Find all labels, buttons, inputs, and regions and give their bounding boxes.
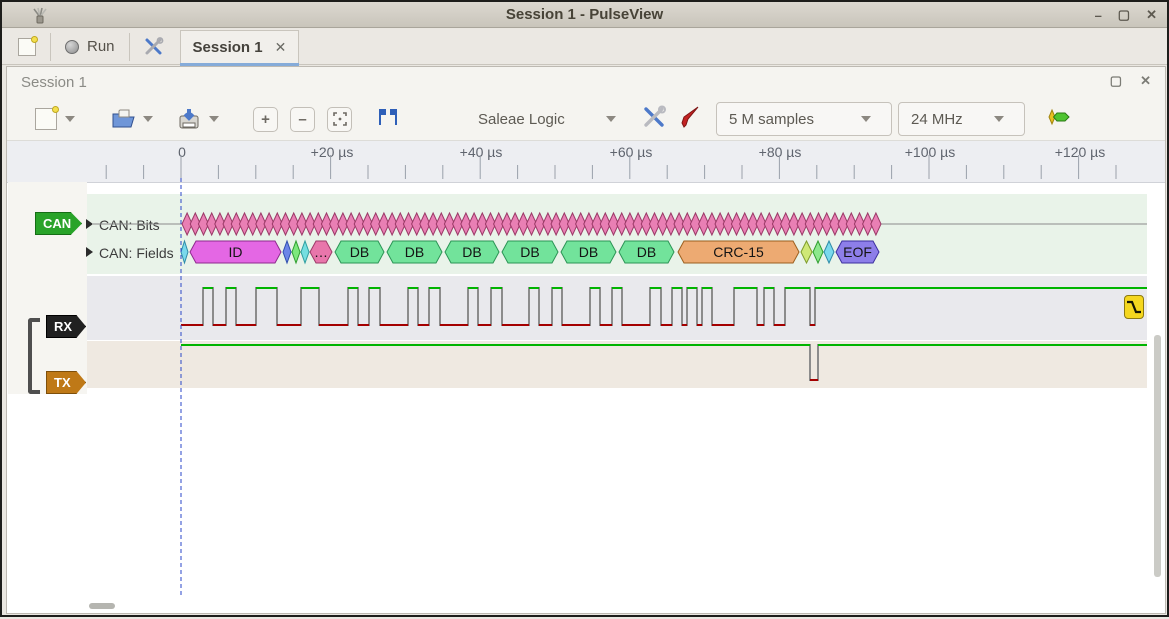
wrench-screwdriver-icon bbox=[145, 36, 163, 54]
save-icon bbox=[179, 109, 199, 129]
dock-close-icon[interactable]: ✕ bbox=[1140, 73, 1151, 88]
chevron-down-icon bbox=[606, 116, 616, 122]
sample-count-combo[interactable]: 5 M samples bbox=[716, 102, 892, 136]
ruler-tick-label: 0 bbox=[178, 144, 186, 160]
bits-row-label: CAN: Bits bbox=[99, 217, 160, 233]
can-tag-label: CAN bbox=[43, 216, 72, 231]
ruler-tick-label: +100 µs bbox=[904, 144, 956, 160]
main-toolbar: Run Session 1 ✕ bbox=[2, 29, 1167, 67]
tab-label: Session 1 bbox=[192, 38, 263, 56]
time-ruler[interactable]: 0 +20 µs +40 µs +60 µs +80 µs +100 µs +120 µs bbox=[7, 140, 1165, 183]
sample-rate-value: 24 MHz bbox=[911, 110, 963, 128]
active-tab-indicator bbox=[179, 63, 300, 67]
decoder-row-background bbox=[87, 194, 1147, 274]
rx-tag-label: RX bbox=[54, 319, 73, 334]
close-icon[interactable]: ✕ bbox=[1146, 7, 1157, 22]
ruler-tick-label: +120 µs bbox=[1054, 144, 1106, 160]
run-state-icon bbox=[65, 39, 79, 54]
settings-button[interactable] bbox=[132, 30, 176, 64]
device-select[interactable]: Saleae Logic bbox=[466, 102, 636, 136]
rx-channel-tag[interactable]: RX bbox=[46, 315, 86, 338]
new-view-icon bbox=[35, 106, 59, 130]
horizontal-scrollbar[interactable] bbox=[89, 603, 115, 609]
decoder-icon bbox=[1048, 108, 1070, 125]
device-name: Saleae Logic bbox=[478, 110, 565, 128]
new-session-button[interactable] bbox=[6, 30, 48, 64]
dock-title: Session 1 bbox=[21, 74, 87, 91]
can-decoder-tag[interactable]: CAN bbox=[35, 212, 82, 235]
tx-row-background bbox=[87, 341, 1147, 388]
chevron-down-icon[interactable] bbox=[143, 116, 153, 122]
probe-icon bbox=[681, 106, 699, 128]
open-folder-icon bbox=[112, 109, 135, 128]
channels-button[interactable] bbox=[678, 105, 702, 134]
ruler-tick-label: +80 µs bbox=[758, 144, 802, 160]
tx-tag-label: TX bbox=[54, 375, 71, 390]
toolbar-separator bbox=[50, 32, 51, 61]
trigger-marker[interactable] bbox=[1124, 295, 1144, 319]
fields-row-label: CAN: Fields bbox=[99, 245, 174, 261]
plus-icon: + bbox=[261, 110, 270, 128]
minus-icon: – bbox=[298, 110, 307, 128]
zoom-fit-icon bbox=[332, 112, 347, 126]
zoom-fit-button[interactable] bbox=[327, 106, 352, 132]
window-title: Session 1 - PulseView bbox=[505, 6, 664, 23]
add-decoder-button[interactable] bbox=[1045, 107, 1073, 132]
show-cursors-button[interactable] bbox=[376, 107, 400, 132]
falling-edge-icon bbox=[1127, 300, 1141, 314]
titlebar: Session 1 - PulseView – ▢ ✕ bbox=[2, 2, 1167, 28]
dock-header: Session 1 ▢ ✕ bbox=[7, 67, 1165, 98]
wrench-screwdriver-icon bbox=[644, 105, 666, 127]
ruler-tick-label: +20 µs bbox=[310, 144, 354, 160]
configure-device-button[interactable] bbox=[642, 105, 666, 134]
session-dock: Session 1 ▢ ✕ + bbox=[6, 66, 1166, 614]
dock-float-icon[interactable]: ▢ bbox=[1109, 73, 1123, 88]
new-session-icon bbox=[18, 35, 38, 56]
open-button[interactable] bbox=[111, 108, 161, 130]
sample-count-value: 5 M samples bbox=[729, 110, 815, 128]
app-icon bbox=[33, 7, 47, 23]
vertical-scrollbar[interactable] bbox=[1154, 335, 1161, 577]
fields-row-expander[interactable] bbox=[86, 247, 93, 257]
cursors-flags-icon bbox=[379, 108, 397, 125]
sample-rate-combo[interactable]: 24 MHz bbox=[898, 102, 1025, 136]
toolbar-separator bbox=[128, 32, 130, 61]
bits-row-expander[interactable] bbox=[86, 219, 93, 229]
chevron-down-icon[interactable] bbox=[209, 116, 219, 122]
ruler-tick-label: +60 µs bbox=[609, 144, 653, 160]
maximize-icon[interactable]: ▢ bbox=[1117, 7, 1131, 22]
tx-channel-tag[interactable]: TX bbox=[46, 371, 86, 394]
run-label: Run bbox=[87, 38, 115, 55]
chevron-down-icon bbox=[994, 116, 1004, 122]
channel-group-bracket[interactable] bbox=[28, 318, 40, 394]
session-toolbar: + – Saleae Logic bbox=[7, 98, 1165, 140]
new-view-button[interactable] bbox=[35, 106, 83, 130]
rx-row-background bbox=[87, 276, 1147, 340]
zoom-out-button[interactable]: – bbox=[290, 106, 315, 132]
tab-session-1[interactable]: Session 1 ✕ bbox=[179, 30, 300, 67]
zoom-in-button[interactable]: + bbox=[253, 106, 278, 132]
chevron-down-icon[interactable] bbox=[65, 116, 75, 122]
save-button[interactable] bbox=[177, 107, 227, 131]
ruler-tick-label: +40 µs bbox=[459, 144, 503, 160]
minimize-icon[interactable]: – bbox=[1094, 7, 1102, 23]
run-button[interactable]: Run bbox=[53, 30, 127, 64]
tab-close-icon[interactable]: ✕ bbox=[274, 38, 287, 55]
chevron-down-icon bbox=[861, 116, 871, 122]
